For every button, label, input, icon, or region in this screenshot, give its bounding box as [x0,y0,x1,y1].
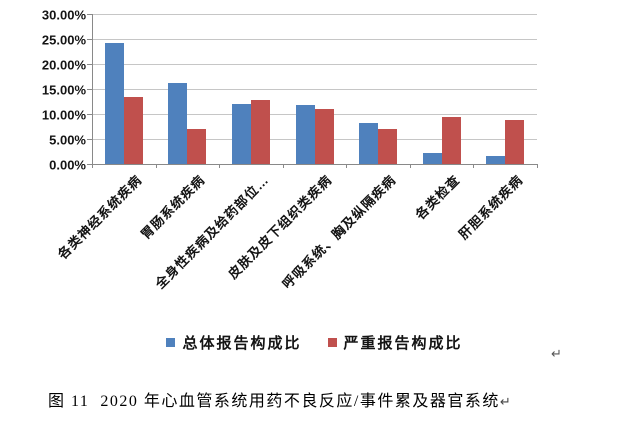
bar-chart: 0.00% 5.00% 10.00% 15.00% 20.00% 25.00% 30.00%… [41,7,538,352]
bar-s1-c1 [104,42,124,164]
bar-s2-c2 [187,128,207,164]
chart-legend: 总体报告构成比 严重报告构成比 [92,332,537,353]
bar-s1-c4 [295,104,315,164]
y-axis-tick [87,14,92,15]
bar-s2-c5 [378,129,398,164]
y-axis-tick [87,39,92,40]
legend-item-2: 严重报告构成比 [327,332,463,353]
legend-label: 严重报告构成比 [343,335,463,352]
bar-s2-c1 [123,97,143,164]
caption-return-mark: ↵ [499,394,511,409]
x-axis-label-text: 肝胆系统疾病 [455,172,526,243]
y-axis-label: 20.00% [41,57,86,72]
x-axis-label-text: 各类神经系统疾病 [54,172,145,262]
gridline [92,39,537,40]
x-axis-tick [92,164,93,168]
y-axis-label: 5.00% [49,132,86,147]
x-axis-tick [473,164,475,168]
y-axis-label: 0.00% [49,157,86,172]
x-axis-tick [409,164,411,168]
y-axis-tick [87,164,92,165]
bar-s2-c4 [314,108,334,164]
bar-s1-c5 [359,123,379,164]
y-axis-label: 25.00% [41,32,86,47]
x-axis-tick [282,164,284,168]
bar-s1-c2 [168,82,188,164]
x-axis-label-text: 全身性疾病及给药部位… [152,172,272,292]
x-axis-tick [346,164,348,168]
x-axis-label-text: 各类检查 [412,172,463,223]
y-axis-label: 10.00% [41,107,86,122]
x-axis-tick [155,164,157,168]
bar-s2-c7 [505,119,525,164]
gridline [92,89,537,90]
y-axis-label: 30.00% [41,7,86,22]
x-axis-tick [219,164,221,168]
legend-swatch-icon [327,338,337,347]
bar-s1-c7 [486,156,506,164]
y-axis-label: 15.00% [41,82,86,97]
paragraph-return-mark: ↵ [551,346,562,361]
y-axis-line [92,14,93,164]
y-axis-tick [87,64,92,65]
figure-caption: 图 11 2020 年心血管系统用药不良反应/事件累及器官系统↵ [48,387,511,411]
bar-s1-c6 [422,152,442,164]
bar-s1-c3 [231,103,251,164]
bar-s2-c3 [250,99,270,164]
y-axis-tick [87,89,92,90]
x-axis-tick [537,164,538,168]
bar-s2-c6 [441,117,461,164]
x-axis-line [92,164,537,165]
gridline [92,64,537,65]
y-axis-tick [87,139,92,140]
legend-item-1: 总体报告构成比 [166,332,301,353]
figure-caption-text: 图 11 2020 年心血管系统用药不良反应/事件累及器官系统 [48,393,500,410]
legend-label: 总体报告构成比 [182,335,302,352]
legend-swatch-icon [166,338,176,347]
y-axis-tick [87,114,92,115]
gridline [92,14,537,15]
x-axis-label-text: 呼吸系统、胸及纵隔疾病 [279,172,399,292]
